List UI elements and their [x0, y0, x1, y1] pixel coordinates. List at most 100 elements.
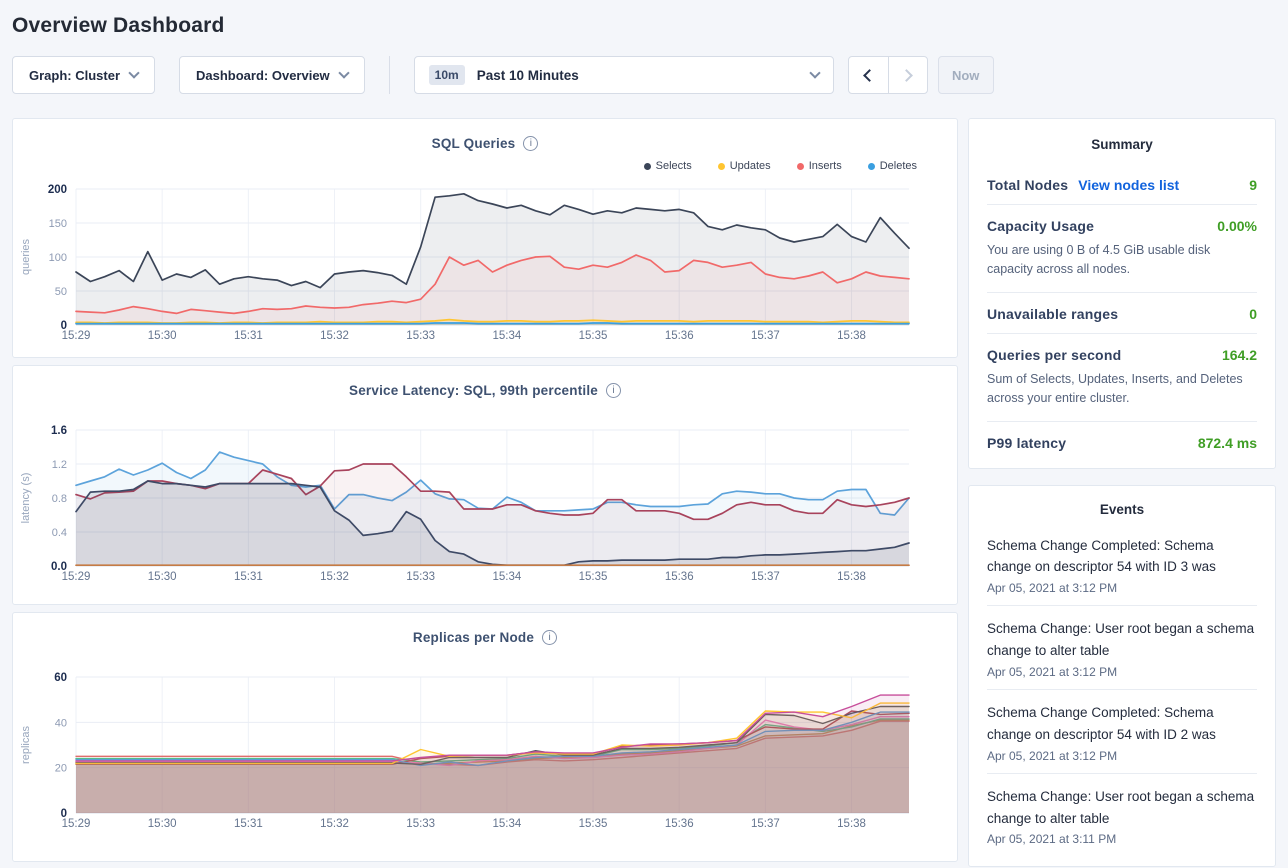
main-content: SQL Queries Selects Updates Inserts	[12, 118, 1276, 868]
now-button[interactable]: Now	[937, 56, 994, 94]
replicas-per-node-chart[interactable]: 15:29 15:30 15:31 15:32 15:33 15:34 15:35 15:36…	[13, 667, 957, 839]
svg-text:15:38: 15:38	[837, 330, 866, 342]
divider	[987, 332, 1257, 334]
event-message: Schema Change Completed: Schema change o…	[987, 537, 1216, 575]
svg-text:0: 0	[61, 320, 67, 332]
events-panel: Events Schema Change Completed: Schema c…	[968, 484, 1276, 868]
svg-text:15:35: 15:35	[579, 571, 608, 583]
legend-item-updates: Updates	[717, 160, 771, 172]
chevron-down-icon	[338, 67, 350, 79]
time-range-label: Past 10 Minutes	[476, 67, 579, 83]
chart-title-replicas-per-node: Replicas per Node	[412, 629, 535, 645]
divider	[987, 291, 1257, 293]
summary-row-unavailable-ranges: Unavailable ranges 0	[987, 305, 1257, 322]
summary-row-p99-latency: P99 latency 872.4 ms	[987, 434, 1257, 451]
svg-text:15:34: 15:34	[492, 818, 521, 830]
svg-text:0.4: 0.4	[52, 527, 67, 539]
svg-text:15:30: 15:30	[148, 330, 177, 342]
legend-item-deletes: Deletes	[867, 160, 917, 172]
chevron-right-icon	[899, 68, 913, 82]
svg-text:200: 200	[48, 184, 67, 196]
svg-text:15:29: 15:29	[62, 818, 91, 830]
graph-dropdown[interactable]: Graph: Cluster	[12, 56, 156, 94]
svg-text:0.0: 0.0	[51, 561, 67, 573]
chevron-left-icon	[863, 68, 877, 82]
summary-panel: Summary Total Nodes View nodes list 9 Ca…	[968, 118, 1276, 469]
svg-text:150: 150	[49, 218, 67, 230]
svg-text:1.6: 1.6	[51, 425, 67, 437]
total-nodes-value: 9	[1249, 177, 1257, 193]
right-sidebar: Summary Total Nodes View nodes list 9 Ca…	[968, 118, 1276, 868]
svg-text:15:37: 15:37	[751, 330, 780, 342]
dashboard-dropdown-label: Dashboard: Overview	[196, 67, 330, 83]
svg-text:20: 20	[55, 763, 67, 775]
info-icon[interactable]	[606, 382, 621, 398]
divider	[987, 420, 1257, 422]
legend-dot	[717, 162, 725, 170]
time-range-picker[interactable]: 10m Past 10 Minutes	[413, 56, 834, 94]
legend-dot	[796, 162, 804, 170]
svg-text:queries: queries	[20, 238, 32, 275]
svg-text:15:38: 15:38	[837, 571, 866, 583]
svg-text:40: 40	[55, 717, 67, 729]
time-next-button[interactable]	[887, 57, 927, 93]
event-item: Schema Change Completed: Schema change o…	[987, 523, 1257, 606]
svg-text:latency (s): latency (s)	[20, 473, 32, 524]
event-timestamp: Apr 05, 2021 at 3:12 PM	[987, 581, 1118, 596]
svg-text:15:33: 15:33	[406, 571, 435, 583]
events-title: Events	[1099, 501, 1145, 517]
graph-dropdown-label: Graph: Cluster	[29, 67, 121, 83]
chart-title-sql-queries: SQL Queries	[431, 135, 516, 151]
legend-item-inserts: Inserts	[796, 160, 842, 172]
svg-text:15:31: 15:31	[234, 818, 263, 830]
event-timestamp: Apr 05, 2021 at 3:11 PM	[987, 832, 1117, 847]
capacity-usage-caption: You are using 0 B of 4.5 GiB usable disk…	[987, 243, 1211, 277]
replicas-per-node-chart-card: Replicas per Node 15:2915:3015:3115:3215…	[12, 612, 958, 862]
event-timestamp: Apr 05, 2021 at 3:12 PM	[987, 748, 1118, 763]
event-item: Schema Change: User root began a schema …	[987, 606, 1257, 689]
legend-dot	[643, 162, 651, 170]
queries-per-second-caption: Sum of Selects, Updates, Inserts, and De…	[987, 371, 1243, 406]
capacity-usage-value: 0.00%	[1217, 218, 1257, 234]
svg-text:0.8: 0.8	[52, 493, 67, 505]
event-item: Schema Change: User root began a schema …	[987, 774, 1257, 857]
unavailable-ranges-value: 0	[1249, 305, 1257, 322]
event-message: Schema Change Completed: Schema change o…	[987, 704, 1216, 742]
svg-text:15:34: 15:34	[492, 330, 521, 342]
svg-text:15:34: 15:34	[492, 571, 521, 583]
p99-latency-value: 872.4 ms	[1197, 434, 1257, 451]
info-icon[interactable]	[542, 629, 558, 645]
svg-text:15:37: 15:37	[751, 571, 780, 583]
service-latency-chart[interactable]: 15:29 15:30 15:31 15:32 15:33 15:34 15:35 15:36…	[13, 420, 957, 592]
svg-text:15:35: 15:35	[579, 818, 608, 830]
svg-text:50: 50	[55, 286, 67, 298]
info-icon[interactable]	[523, 135, 539, 151]
svg-text:100: 100	[49, 252, 67, 264]
chevron-down-icon	[128, 67, 140, 79]
svg-text:15:33: 15:33	[406, 330, 435, 342]
sql-queries-chart[interactable]: 15:29 15:30 15:31 15:32 15:33 15:34 15:35 15:36…	[13, 179, 957, 351]
svg-text:15:30: 15:30	[148, 818, 177, 830]
svg-text:15:36: 15:36	[665, 571, 694, 583]
view-nodes-list-link[interactable]: View nodes list	[1078, 177, 1180, 193]
toolbar: Graph: Cluster Dashboard: Overview 10m P…	[12, 56, 1276, 94]
svg-text:15:33: 15:33	[406, 818, 435, 830]
summary-row-queries-per-second: Queries per second 164.2	[987, 346, 1257, 363]
svg-text:60: 60	[54, 672, 67, 684]
svg-text:15:38: 15:38	[837, 818, 866, 830]
svg-text:1.2: 1.2	[52, 459, 67, 471]
chart-title-service-latency: Service Latency: SQL, 99th percentile	[349, 382, 598, 398]
divider	[987, 772, 1257, 774]
time-nav-group	[847, 56, 928, 94]
sql-queries-chart-card: SQL Queries Selects Updates Inserts	[12, 118, 958, 358]
time-range-badge: 10m	[428, 65, 465, 85]
legend-item-selects: Selects	[643, 160, 692, 172]
time-prev-button[interactable]	[849, 57, 888, 93]
svg-text:replicas: replicas	[20, 726, 32, 764]
event-timestamp: Apr 05, 2021 at 3:12 PM	[987, 664, 1118, 679]
summary-row-capacity-usage: Capacity Usage 0.00%	[987, 218, 1257, 234]
queries-per-second-value: 164.2	[1221, 346, 1257, 363]
summary-title: Summary	[1091, 137, 1153, 152]
toolbar-divider	[388, 56, 390, 94]
dashboard-dropdown[interactable]: Dashboard: Overview	[179, 56, 365, 94]
